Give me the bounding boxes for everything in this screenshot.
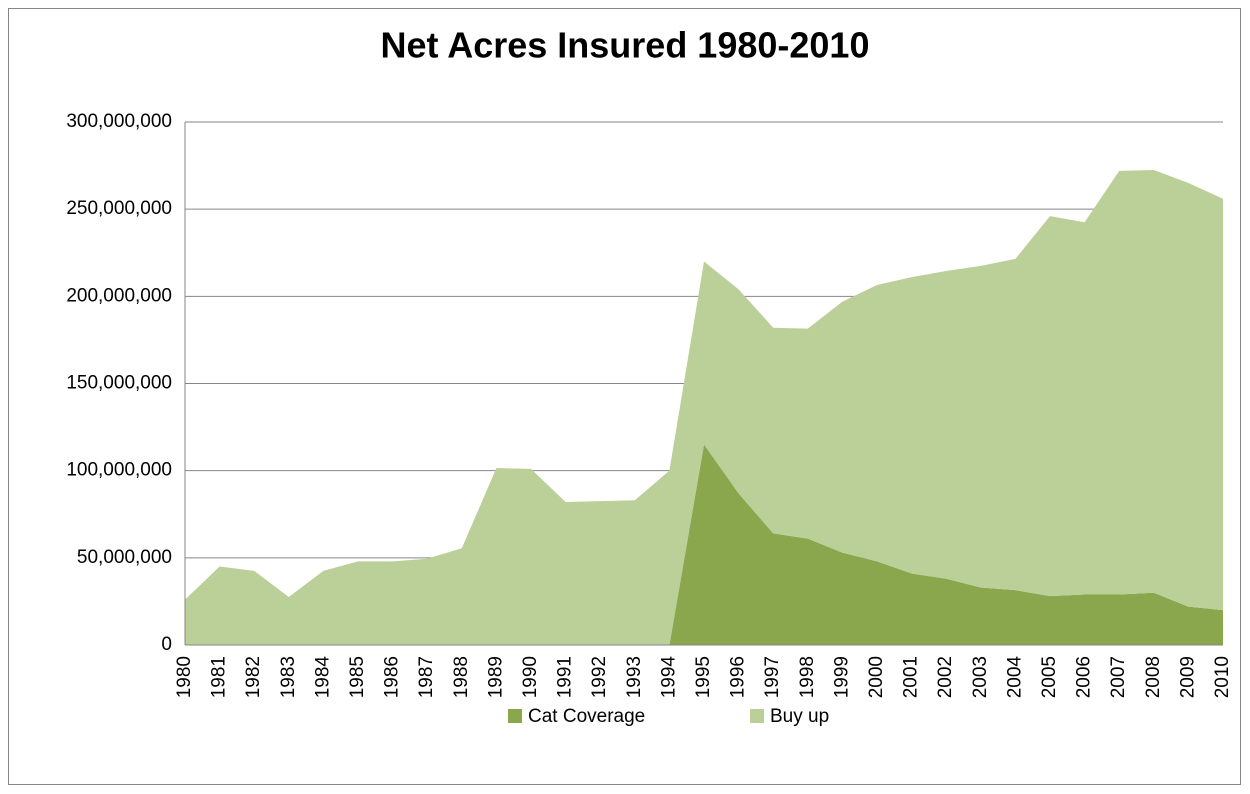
x-tick-label: 2003 [970, 656, 991, 698]
x-tick-label: 1996 [728, 656, 749, 698]
legend-swatch [508, 709, 522, 723]
x-tick-label: 2002 [935, 656, 956, 698]
legend-swatch [750, 709, 764, 723]
x-tick-label: 1989 [485, 656, 506, 698]
x-tick-label: 1997 [762, 656, 783, 698]
x-tick-label: 2005 [1039, 656, 1060, 698]
x-tick-label: 1981 [209, 656, 230, 698]
x-tick-label: 2004 [1004, 656, 1025, 699]
x-tick-label: 1980 [174, 656, 195, 698]
y-tick-label: 0 [161, 634, 172, 655]
x-tick-label: 1999 [831, 656, 852, 698]
x-tick-label: 2001 [901, 656, 922, 698]
x-tick-label: 1992 [589, 656, 610, 698]
legend-label: Cat Coverage [528, 706, 645, 727]
y-tick-label: 300,000,000 [66, 111, 172, 132]
x-tick-label: 2009 [1177, 656, 1198, 698]
x-tick-label: 1985 [347, 656, 368, 698]
y-tick-label: 250,000,000 [66, 198, 172, 219]
x-tick-label: 1983 [278, 656, 299, 698]
x-tick-label: 2008 [1143, 656, 1164, 698]
x-tick-label: 1993 [624, 656, 645, 698]
chart-title: Net Acres Insured 1980-2010 [381, 25, 870, 66]
x-tick-label: 1998 [797, 656, 818, 698]
x-tick-label: 1987 [416, 656, 437, 698]
x-tick-label: 1986 [382, 656, 403, 698]
x-tick-label: 2006 [1074, 656, 1095, 698]
area [185, 169, 1223, 646]
legend-label: Buy up [770, 706, 829, 727]
x-tick-label: 1991 [555, 656, 576, 698]
y-tick-label: 50,000,000 [77, 547, 172, 568]
x-tick-label: 1988 [451, 656, 472, 698]
x-tick-label: 1984 [312, 656, 333, 699]
x-tick-label: 2007 [1108, 656, 1129, 698]
y-tick-label: 200,000,000 [66, 285, 172, 306]
area [185, 444, 1223, 645]
y-tick-label: 100,000,000 [66, 460, 172, 481]
x-tick-label: 2000 [866, 656, 887, 698]
x-tick-label: 1995 [693, 656, 714, 698]
x-tick-label: 1990 [520, 656, 541, 698]
x-tick-label: 1982 [243, 656, 264, 698]
x-tick-label: 1994 [658, 656, 679, 699]
x-tick-label: 2010 [1212, 656, 1233, 698]
y-tick-label: 150,000,000 [66, 373, 172, 394]
